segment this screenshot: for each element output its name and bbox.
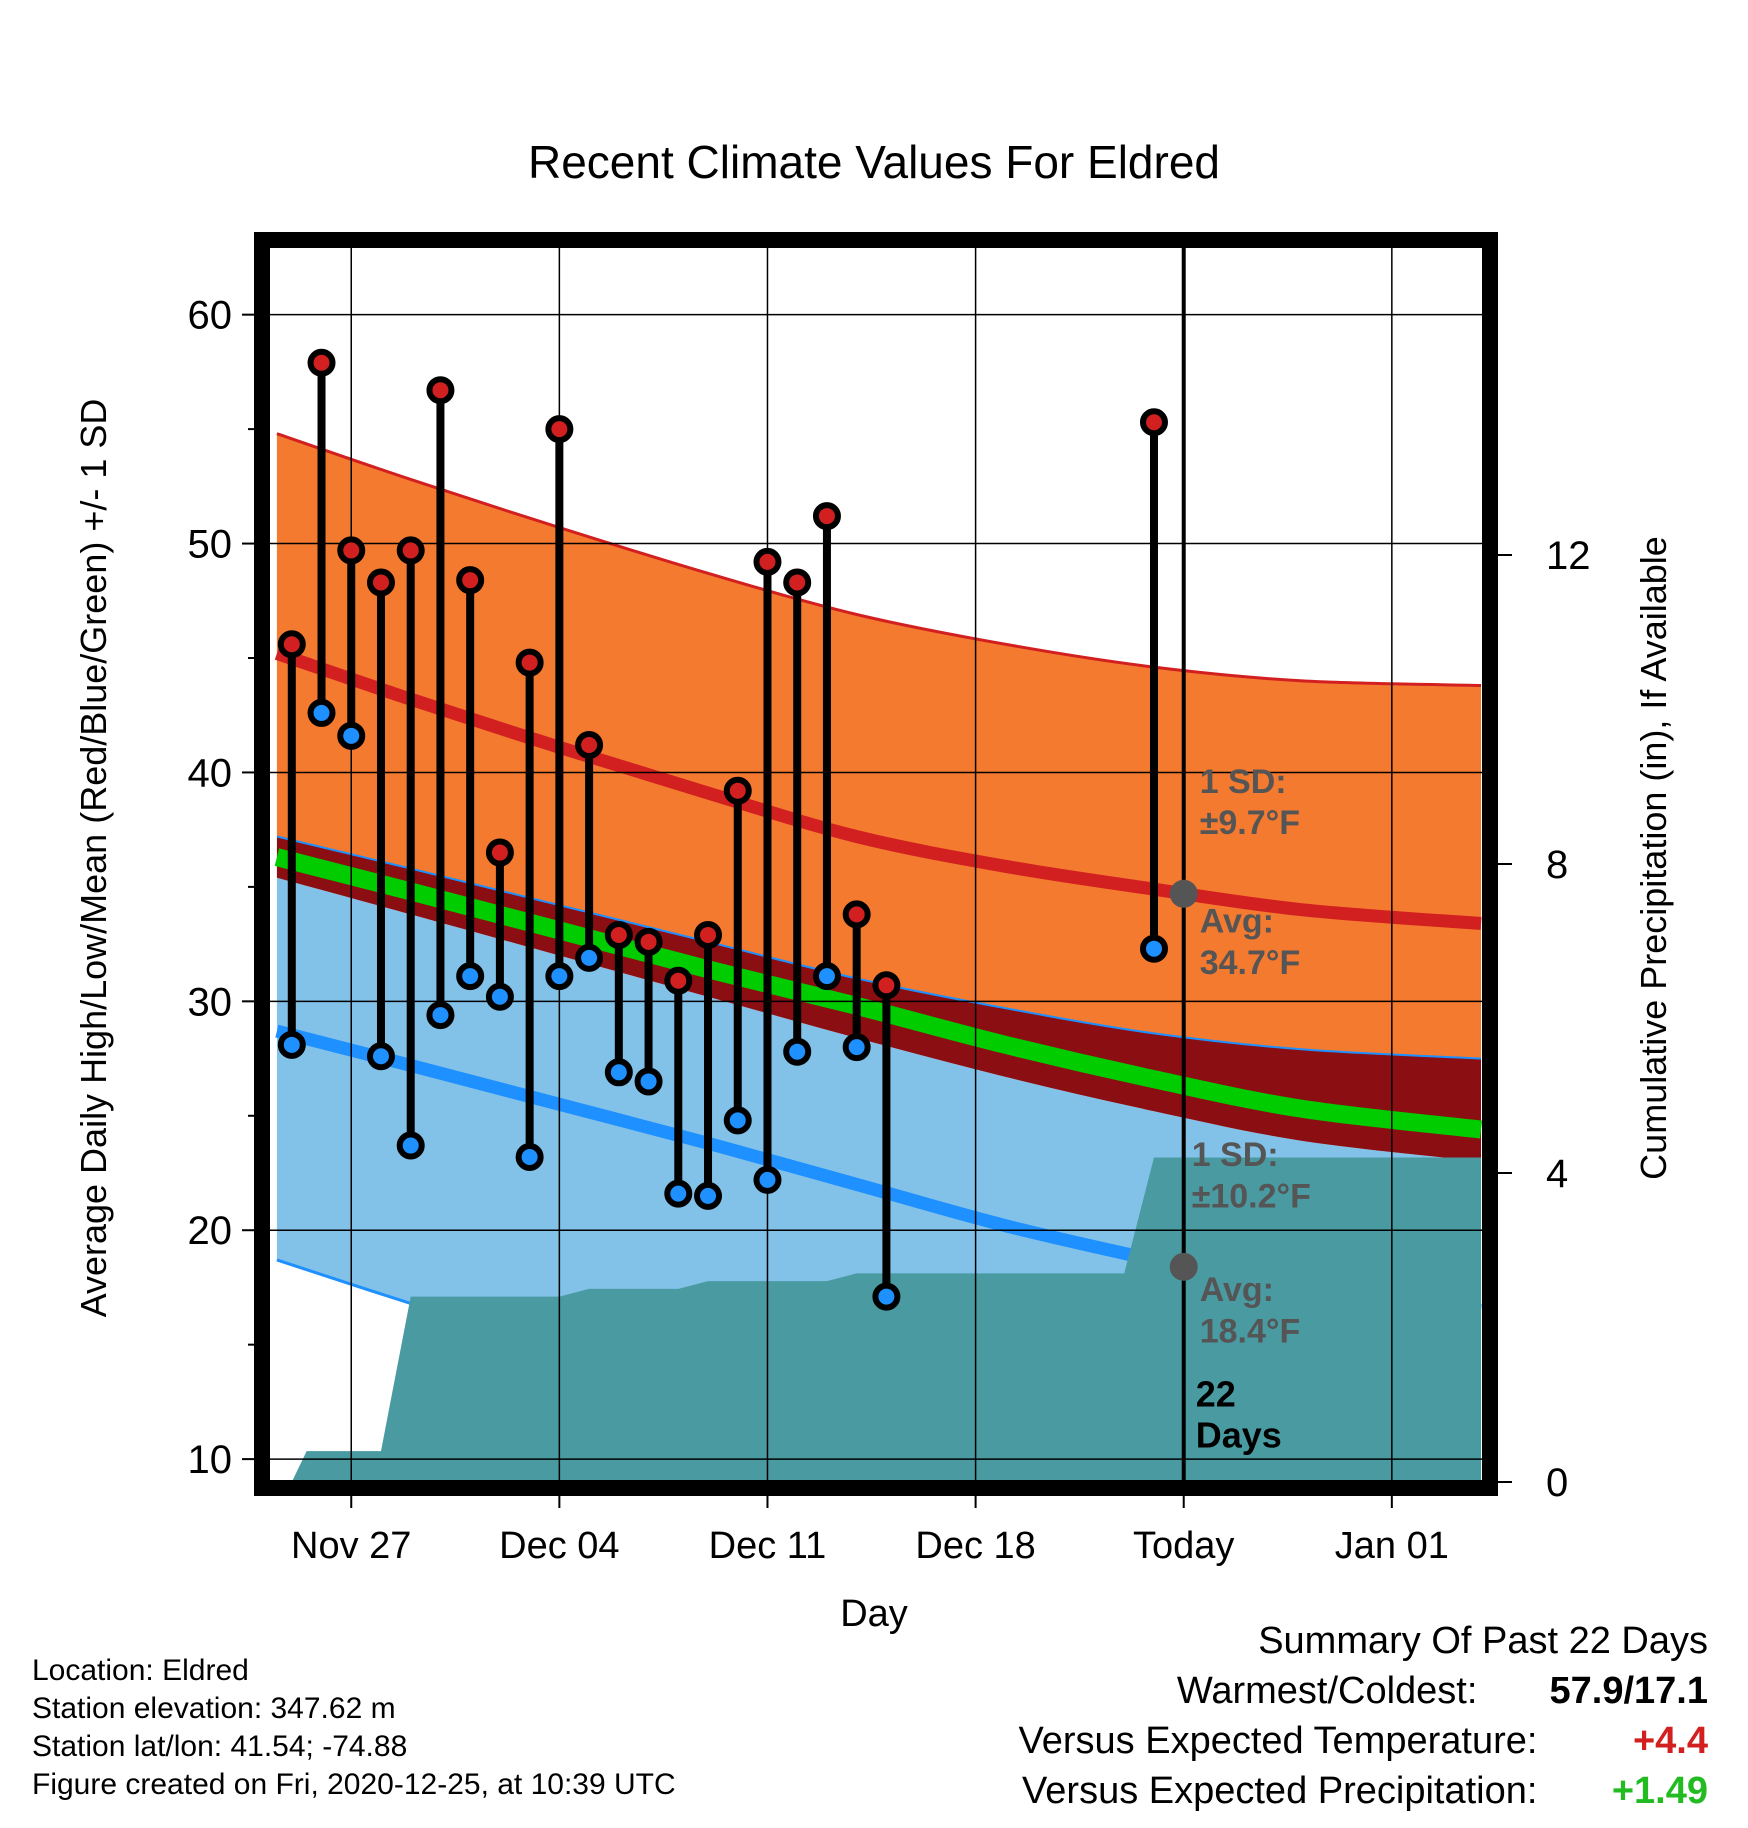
temp-label: Versus Expected Temperature: bbox=[1018, 1720, 1538, 1762]
y-tick-label: 60 bbox=[188, 294, 233, 338]
daily-high-point bbox=[456, 566, 485, 595]
daily-low-point bbox=[337, 721, 366, 750]
daily-low-point bbox=[812, 962, 841, 991]
summary-title: Summary Of Past 22 Days bbox=[1258, 1620, 1708, 1662]
daily-low-point bbox=[753, 1165, 782, 1194]
daily-low-point bbox=[396, 1131, 425, 1160]
daily-high-point bbox=[337, 536, 366, 565]
daily-high-point bbox=[872, 971, 901, 1000]
high-sd-label: 1 SD: bbox=[1200, 763, 1287, 801]
daily-low-point bbox=[515, 1142, 544, 1171]
daily-low-point bbox=[783, 1037, 812, 1066]
y-tick-label: 20 bbox=[188, 1209, 233, 1253]
precip-label: Versus Expected Precipitation: bbox=[1022, 1770, 1538, 1812]
latlon-text: Station lat/lon: 41.54; -74.88 bbox=[32, 1730, 408, 1763]
precipitation-area bbox=[276, 1157, 1482, 1482]
station-info: Location: Eldred Station elevation: 347.… bbox=[32, 1652, 676, 1804]
daily-low-point bbox=[1139, 934, 1168, 963]
daily-high-point bbox=[515, 648, 544, 677]
x-tick-label: Dec 18 bbox=[915, 1525, 1035, 1567]
low-avg-label: Avg: bbox=[1200, 1271, 1274, 1309]
daily-high-point bbox=[307, 348, 336, 377]
x-tick-label: Nov 27 bbox=[291, 1525, 411, 1567]
y2-tick-label: 4 bbox=[1546, 1152, 1568, 1196]
daily-high-point bbox=[426, 376, 455, 405]
summary-panel: Summary Of Past 22 Days Warmest/Coldest:… bbox=[1019, 1616, 1708, 1816]
daily-low-point bbox=[872, 1282, 901, 1311]
daily-high-point bbox=[545, 415, 574, 444]
temp-value: +4.4 bbox=[1632, 1720, 1708, 1762]
daily-low-point bbox=[604, 1058, 633, 1087]
daily-high-point bbox=[1139, 408, 1168, 437]
low-sd-label: 1 SD: bbox=[1192, 1136, 1279, 1174]
daily-high-point bbox=[396, 536, 425, 565]
days-count-word: Days bbox=[1196, 1415, 1282, 1456]
high-avg-value: 34.7°F bbox=[1200, 944, 1301, 982]
high-plus-sd-line bbox=[276, 432, 1482, 687]
y2-axis-label: Cumulative Precipitation (in), If Availa… bbox=[1633, 536, 1674, 1180]
daily-low-point bbox=[842, 1033, 871, 1062]
summary-row-temp: Versus Expected Temperature: +4.4 bbox=[1019, 1716, 1708, 1766]
x-tick-label: Today bbox=[1133, 1525, 1234, 1567]
today-low-avg-marker bbox=[1169, 1252, 1198, 1281]
daily-high-point bbox=[723, 776, 752, 805]
daily-high-point bbox=[812, 502, 841, 531]
plot-frame bbox=[254, 232, 1498, 1496]
daily-low-point bbox=[634, 1067, 663, 1096]
y-tick-label: 10 bbox=[188, 1438, 233, 1482]
daily-low-point bbox=[277, 1030, 306, 1059]
daily-low-point bbox=[545, 962, 574, 991]
daily-high-point bbox=[485, 838, 514, 867]
low-avg-value: 18.4°F bbox=[1200, 1312, 1301, 1350]
daily-low-point bbox=[366, 1042, 395, 1071]
x-tick-label: Jan 01 bbox=[1335, 1525, 1449, 1567]
today-high-avg-marker bbox=[1169, 879, 1198, 908]
daily-high-point bbox=[604, 920, 633, 949]
warmest-value: 57.9/17.1 bbox=[1549, 1670, 1708, 1712]
daily-low-point bbox=[485, 982, 514, 1011]
daily-high-point bbox=[366, 568, 395, 597]
high-avg-label: Avg: bbox=[1200, 903, 1274, 941]
y2-tick-label: 8 bbox=[1546, 843, 1568, 887]
daily-low-point bbox=[694, 1181, 723, 1210]
daily-high-point bbox=[753, 547, 782, 576]
daily-low-point bbox=[575, 943, 604, 972]
daily-high-point bbox=[277, 630, 306, 659]
summary-row-warmest: Warmest/Coldest: 57.9/17.1 bbox=[1019, 1666, 1708, 1716]
high-sd-value: ±9.7°F bbox=[1200, 804, 1300, 842]
daily-high-point bbox=[783, 568, 812, 597]
daily-high-point bbox=[842, 900, 871, 929]
warmest-label: Warmest/Coldest: bbox=[1176, 1670, 1478, 1712]
mean-band bbox=[276, 836, 1482, 1130]
daily-low-point bbox=[307, 698, 336, 727]
daily-high-point bbox=[575, 730, 604, 759]
daily-high-point bbox=[694, 920, 723, 949]
y-tick-label: 40 bbox=[188, 751, 233, 795]
y-axis-label: Average Daily High/Low/Mean (Red/Blue/Gr… bbox=[73, 399, 114, 1318]
x-tick-label: Dec 04 bbox=[499, 1525, 619, 1567]
created-text: Figure created on Fri, 2020-12-25, at 10… bbox=[32, 1768, 676, 1801]
y-tick-label: 50 bbox=[188, 523, 233, 567]
y2-tick-label: 12 bbox=[1546, 534, 1591, 578]
daily-high-point bbox=[664, 966, 693, 995]
summary-row-precip: Versus Expected Precipitation: +1.49 bbox=[1019, 1766, 1708, 1816]
daily-high-point bbox=[634, 927, 663, 956]
y-tick-label: 30 bbox=[188, 980, 233, 1024]
location-text: Location: Eldred bbox=[32, 1654, 249, 1687]
daily-low-point bbox=[456, 962, 485, 991]
chart-title: Recent Climate Values For Eldred bbox=[528, 136, 1220, 188]
days-count-number: 22 bbox=[1196, 1373, 1236, 1414]
x-axis-label: Day bbox=[840, 1593, 908, 1635]
x-tick-label: Dec 11 bbox=[709, 1525, 827, 1567]
daily-low-point bbox=[723, 1106, 752, 1135]
daily-low-point bbox=[664, 1179, 693, 1208]
low-sd-value: ±10.2°F bbox=[1192, 1177, 1311, 1215]
y2-tick-label: 0 bbox=[1546, 1461, 1568, 1505]
elevation-text: Station elevation: 347.62 m bbox=[32, 1692, 396, 1725]
precip-value: +1.49 bbox=[1611, 1770, 1708, 1812]
daily-low-point bbox=[426, 1001, 455, 1030]
